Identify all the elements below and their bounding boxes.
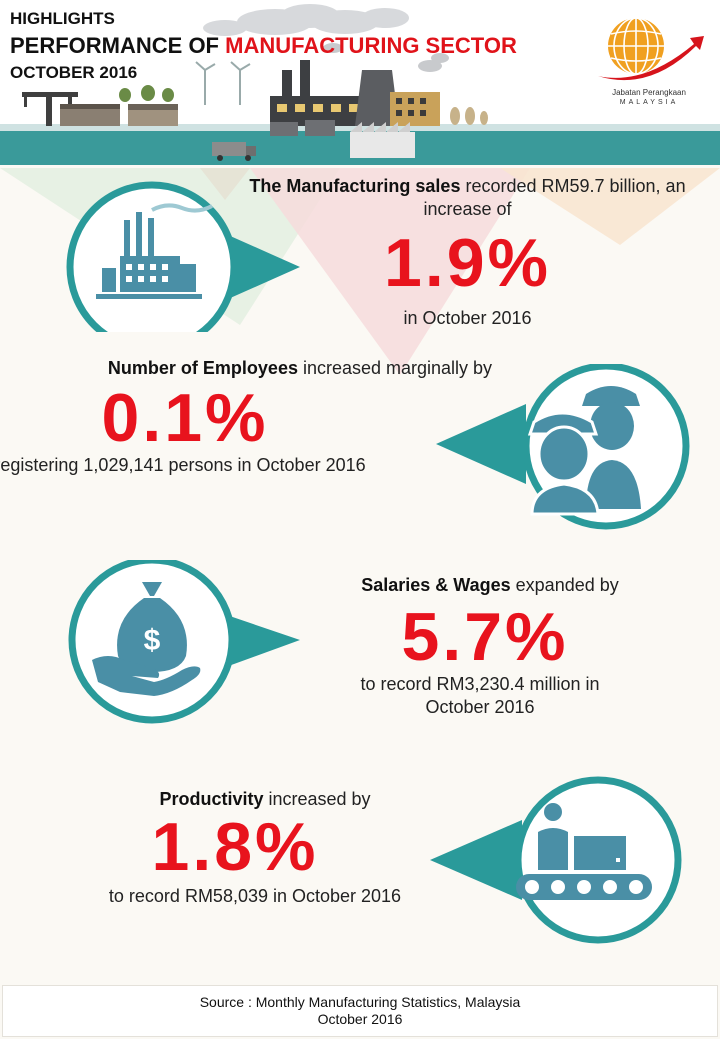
highlight-employees-lead: Number of Employees increased marginally… [45, 357, 555, 380]
globe-arrow-logo-icon [598, 17, 704, 81]
highlight-sales-lead-bold: The Manufacturing sales [249, 176, 461, 196]
header-title: PERFORMANCE OF MANUFACTURING SECTOR [10, 33, 517, 59]
highlight-salaries-value: 5.7% [401, 599, 569, 675]
highlight-productivity-value: 1.8% [151, 809, 319, 885]
source-date: October 2016 [317, 1011, 403, 1027]
highlight-sales-lead-rest: recorded RM59.7 billion, an increase of [423, 176, 686, 219]
highlight-salaries-lead: Salaries & Wages expanded by [300, 574, 680, 597]
header-date: OCTOBER 2016 [10, 63, 138, 82]
money-bag-icon: $ [68, 560, 300, 724]
highlight-employees-lead-rest: increased marginally by [297, 358, 493, 378]
svg-text:$: $ [144, 624, 161, 657]
highlight-productivity: Productivity increased by 1.8% to record… [100, 788, 430, 908]
industrial-skyline-illustration [0, 4, 720, 165]
highlight-productivity-sub: to record RM58,039 in October 2016 [108, 886, 402, 906]
highlight-productivity-lead: Productivity increased by [100, 788, 430, 811]
logo-country-text: MALAYSIA [619, 99, 679, 106]
conveyor-worker-icon [514, 776, 682, 944]
highlight-employees-lead-bold: Number of Employees [107, 358, 298, 378]
highlight-salaries-sub: to record RM3,230.4 million in October 2… [360, 674, 600, 717]
header-title-prefix: PERFORMANCE OF [10, 33, 226, 58]
highlight-salaries: Salaries & Wages expanded by 5.7% to rec… [300, 574, 680, 719]
highlight-sales-sub: in October 2016 [403, 308, 532, 328]
factory-icon [66, 181, 300, 332]
highlight-employees-sub: registering 1,029,141 persons in October… [0, 455, 366, 475]
conveyor-pointer [430, 820, 522, 900]
highlight-sales-lead: The Manufacturing sales recorded RM59.7 … [245, 175, 690, 221]
header-banner: HIGHLIGHTS PERFORMANCE OF MANUFACTURING … [0, 0, 720, 165]
highlight-productivity-lead-bold: Productivity [159, 789, 264, 809]
header-eyebrow: HIGHLIGHTS [10, 9, 115, 28]
highlight-productivity-lead-rest: increased by [263, 789, 371, 809]
highlight-sales: The Manufacturing sales recorded RM59.7 … [245, 175, 690, 330]
logo-name-text: Jabatan Perangkaan [612, 88, 686, 97]
source-footer: Source : Monthly Manufacturing Statistic… [2, 985, 718, 1037]
highlight-employees: Number of Employees increased marginally… [0, 357, 555, 477]
highlight-salaries-lead-bold: Salaries & Wages [361, 575, 511, 595]
highlight-sales-value: 1.9% [384, 225, 551, 301]
dosm-logo: Jabatan Perangkaan MALAYSIA [594, 8, 709, 108]
highlight-employees-value: 0.1% [101, 380, 269, 456]
workers-pointer [436, 404, 526, 484]
highlight-salaries-lead-rest: expanded by [510, 575, 619, 595]
header-title-accent: MANUFACTURING SECTOR [225, 33, 517, 58]
workers-icon [522, 364, 690, 530]
source-line: Source : Monthly Manufacturing Statistic… [199, 994, 521, 1010]
